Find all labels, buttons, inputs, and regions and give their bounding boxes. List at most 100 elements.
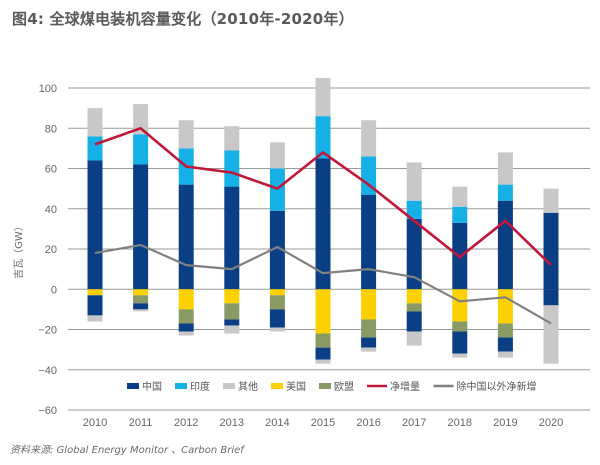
- chart-title: 图4: 全球煤电装机容量变化（2010年-2020年）: [12, 10, 354, 28]
- x-axis-ticks: 2010 2011 2012 2013 2014 2015 2016 2017 2018 2019…: [83, 417, 563, 429]
- legend-swatch: [271, 383, 283, 389]
- bar-segment-其他: [178, 120, 194, 149]
- bar-segment-中国: [269, 210, 285, 290]
- y-tick-label: 40: [45, 204, 57, 216]
- bar-segment-印度: [224, 150, 240, 187]
- bar-segment-印度: [361, 156, 377, 195]
- bar-segment-欧盟: [497, 323, 513, 338]
- bar-segment-美国: [315, 289, 331, 334]
- source-note: 资料来源: Global Energy Monitor 、Carbon Brie…: [10, 445, 244, 456]
- legend-swatch: [319, 383, 331, 389]
- legend-swatch: [175, 383, 187, 389]
- bars: [87, 77, 559, 364]
- y-axis-ticks: 100 80 60 40 20 0 −20 −40 −60: [38, 83, 57, 417]
- bar-segment-其他: [224, 325, 240, 334]
- legend-label: 其他: [238, 380, 258, 393]
- bar-segment-其他: [497, 152, 513, 185]
- bar-segment-印度: [87, 136, 103, 161]
- bar-segment-中国: [315, 347, 331, 360]
- net-increase-line: [94, 126, 552, 267]
- x-tick-label: 2014: [265, 417, 289, 429]
- bar-segment-美国: [497, 289, 513, 324]
- y-tick-label: 60: [45, 164, 57, 176]
- bar-segment-其他: [543, 188, 559, 213]
- bar-segment-欧盟: [178, 309, 194, 324]
- bar-segment-欧盟: [224, 303, 240, 320]
- y-tick-label: 20: [45, 244, 57, 256]
- bar-segment-中国: [406, 311, 422, 332]
- x-tick-label: 2012: [174, 417, 198, 429]
- legend-label: 印度: [190, 380, 210, 393]
- bar-segment-中国: [178, 323, 194, 332]
- bar-segment-其他: [315, 359, 331, 364]
- bar-segment-美国: [269, 289, 285, 296]
- bar-segment-其他: [497, 351, 513, 358]
- bar-segment-其他: [269, 142, 285, 169]
- legend-label: 净增量: [390, 380, 420, 393]
- bar-segment-中国: [497, 337, 513, 352]
- bar-segment-美国: [87, 289, 103, 296]
- bar-segment-中国: [452, 331, 468, 354]
- x-tick-label: 2010: [83, 417, 107, 429]
- bar-segment-欧盟: [406, 303, 422, 312]
- bar-segment-美国: [133, 289, 149, 296]
- legend-label: 美国: [286, 380, 306, 393]
- y-axis-label: 吉瓦（GW）: [13, 221, 25, 279]
- x-tick-label: 2018: [448, 417, 472, 429]
- bar-segment-中国: [178, 184, 194, 290]
- legend-label: 中国: [142, 380, 162, 393]
- bar-segment-中国: [361, 337, 377, 348]
- bar-segment-其他: [224, 126, 240, 151]
- bar-segment-欧盟: [361, 319, 377, 338]
- bar-segment-其他: [452, 353, 468, 358]
- legend: 中国 印度 其他 美国 欧盟 净增量 除中国以外净新增: [127, 380, 537, 393]
- x-tick-label: 2011: [129, 417, 153, 429]
- bar-segment-中国: [361, 194, 377, 290]
- bar-segment-中国: [497, 200, 513, 290]
- bar-segment-印度: [497, 184, 513, 201]
- bar-segment-美国: [178, 289, 194, 310]
- bar-segment-其他: [361, 347, 377, 352]
- bar-segment-其他: [87, 108, 103, 137]
- bar-segment-欧盟: [269, 295, 285, 310]
- x-tick-label: 2019: [493, 417, 517, 429]
- legend-label: 除中国以外净新增: [457, 380, 537, 393]
- bar-segment-印度: [406, 200, 422, 219]
- bar-segment-美国: [406, 289, 422, 304]
- bar-segment-其他: [269, 327, 285, 332]
- bar-segment-其他: [133, 309, 149, 312]
- bar-segment-欧盟: [133, 295, 149, 304]
- bar-segment-中国: [87, 160, 103, 290]
- bar-segment-其他: [315, 77, 331, 117]
- bar-segment-其他: [87, 315, 103, 322]
- bar-segment-印度: [452, 206, 468, 223]
- y-tick-label: −60: [38, 405, 57, 417]
- y-tick-label: 100: [39, 83, 57, 95]
- bar-segment-其他: [133, 104, 149, 135]
- bar-segment-中国: [315, 158, 331, 290]
- x-tick-label: 2016: [356, 417, 380, 429]
- bar-segment-中国: [269, 309, 285, 328]
- y-tick-label: −20: [38, 325, 57, 337]
- y-tick-label: −40: [38, 365, 57, 377]
- bar-segment-美国: [452, 289, 468, 322]
- bar-segment-中国: [224, 186, 240, 290]
- y-tick-label: 0: [51, 284, 57, 296]
- y-tick-label: 80: [45, 123, 57, 135]
- bar-segment-中国: [406, 218, 422, 290]
- bar-segment-其他: [178, 331, 194, 336]
- bar-segment-中国: [543, 212, 559, 290]
- bar-segment-其他: [406, 162, 422, 201]
- bar-segment-其他: [452, 186, 468, 207]
- legend-swatch: [223, 383, 235, 389]
- x-tick-label: 2015: [311, 417, 335, 429]
- bar-segment-中国: [133, 303, 149, 310]
- lines: [94, 126, 552, 325]
- bar-segment-欧盟: [315, 333, 331, 348]
- bar-segment-中国: [133, 164, 149, 290]
- x-tick-label: 2017: [402, 417, 426, 429]
- x-tick-label: 2013: [220, 417, 244, 429]
- x-tick-label: 2020: [539, 417, 563, 429]
- bar-segment-中国: [87, 295, 103, 316]
